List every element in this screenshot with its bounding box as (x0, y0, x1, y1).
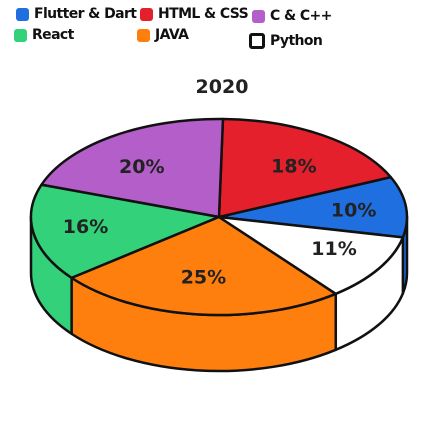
legend-label-java: JAVA (155, 27, 189, 43)
legend-swatch-java (137, 28, 150, 42)
data-label-flutter-dart: 10% (331, 200, 376, 222)
slice-java (70, 215, 338, 317)
data-label-html-css: 18% (271, 155, 316, 177)
data-label-python: 11% (311, 238, 356, 260)
legend-item-c-cpp: C & C++ (252, 8, 332, 24)
legend-item-java: JAVA (137, 27, 189, 43)
legend-swatch-html-css (140, 7, 153, 21)
legend-item-python: Python (249, 33, 323, 49)
legend-swatch-flutter (16, 7, 29, 21)
legend-item-html-css: HTML & CSS (140, 6, 249, 22)
data-label-react: 16% (63, 216, 108, 238)
slice-flutter-dart (217, 175, 409, 239)
legend-label-c-cpp: C & C++ (270, 8, 332, 24)
slice-python (217, 215, 405, 296)
legend-label-python: Python (270, 33, 323, 49)
chart-title: 2020 (195, 76, 249, 98)
legend-swatch-c-cpp (252, 9, 265, 23)
slice-react (29, 183, 221, 280)
legend-label-html-css: HTML & CSS (158, 6, 249, 22)
data-label-java: 25% (181, 266, 226, 288)
legend-swatch-python (249, 33, 265, 49)
legend-item-react: React (14, 27, 74, 43)
chart-legend: Flutter & Dart HTML & CSS C & C++ React … (0, 0, 444, 60)
legend-label-flutter: Flutter & Dart (34, 6, 137, 22)
legend-label-react: React (32, 27, 74, 43)
legend-item-flutter: Flutter & Dart (16, 6, 137, 22)
data-label-c-c: 20% (119, 156, 164, 178)
legend-swatch-react (14, 28, 27, 42)
slice-html-css (217, 117, 392, 219)
